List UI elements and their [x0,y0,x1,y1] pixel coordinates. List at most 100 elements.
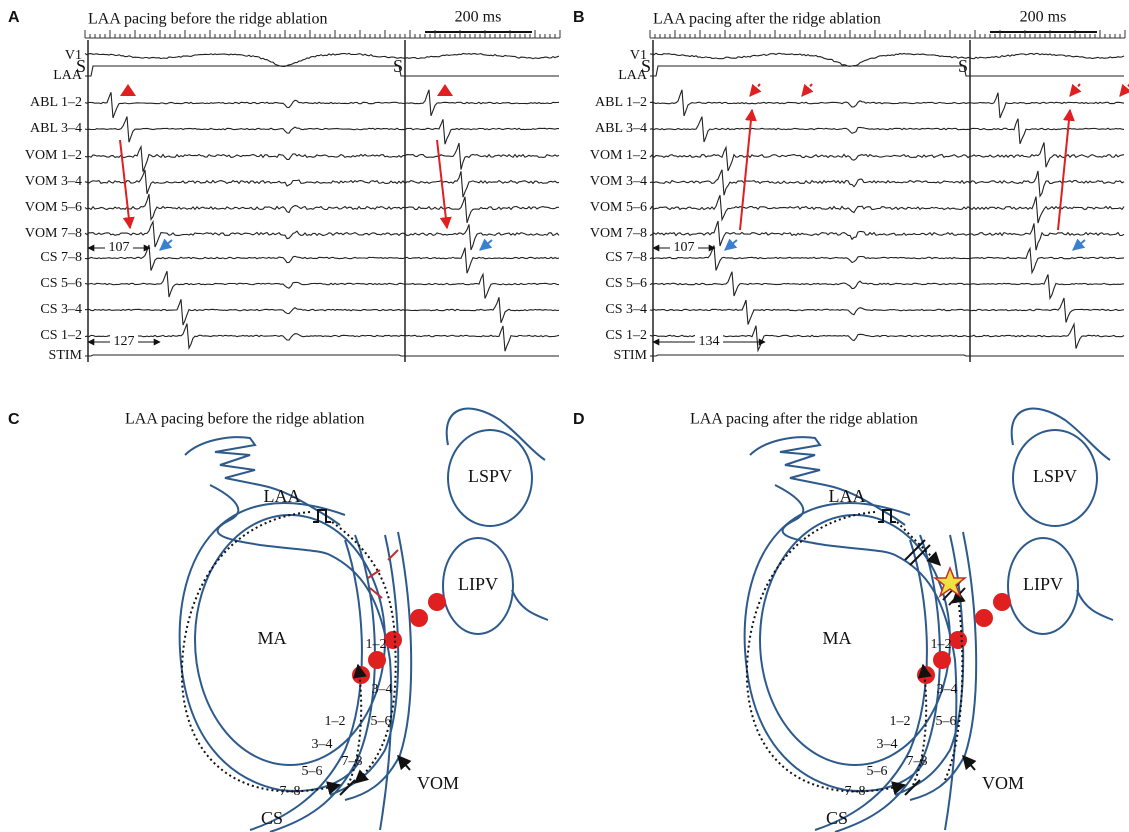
electrode [410,609,428,627]
egm-trace [649,220,1125,251]
vein-outline [1010,407,1114,621]
egm-trace [84,219,560,251]
electrode [975,609,993,627]
channel-label: STIM [614,348,648,363]
interval-bg [695,334,723,350]
activation-arrow [436,139,452,230]
egm-trace [649,116,1125,145]
egm-trace [84,270,560,299]
vom-pointer [397,754,412,771]
electrode [428,593,446,611]
vom-electrode-label: 5–6 [371,714,392,729]
lspv [1012,429,1098,527]
lspv-label: LSPV [1033,466,1077,486]
laa-outline [184,436,393,831]
pacing-symbol [313,509,331,523]
vom-electrode-label: 5–6 [936,714,957,729]
channel-label: CS 1–2 [605,328,647,343]
channel-label: VOM 7–8 [590,226,647,241]
egm-trace [85,65,559,77]
conduction-path [180,511,342,795]
channel-label: V1 [65,48,82,63]
cs-electrode-label: 7–8 [280,784,301,799]
panel-letter: C [8,411,20,428]
dashed-arrow [749,83,762,97]
egm-trace [84,297,560,326]
laa-label: LAA [264,486,301,506]
channel-label: VOM 3–4 [590,174,647,189]
interval-bg [110,334,138,350]
activation-triangle [437,84,453,96]
cs-block [904,779,921,796]
ma-label: MA [822,628,851,648]
lspv-label: LSPV [468,466,512,486]
panel-title: LAA pacing after the ridge ablation [690,411,918,428]
cs-block [339,779,356,796]
dashed-arrow [801,83,814,97]
channel-label: VOM 3–4 [25,174,82,189]
panel: D LAA pacing after the ridge ablation LSPV… [573,407,1114,832]
stim-marker: S [76,56,86,76]
panel: C LAA pacing before the ridge ablation LSP… [8,407,549,832]
electrode [949,631,967,649]
channel-label: ABL 1–2 [30,95,82,110]
vom-electrode-label: 1–2 [366,637,387,652]
egm-trace [85,354,559,357]
channel-label: ABL 3–4 [595,121,647,136]
conduction-path [912,663,932,786]
conduction-path [944,588,966,781]
ridge-marks [367,549,399,599]
egm-trace [84,52,560,68]
egm-trace [649,89,1125,119]
interval-label: 134 [699,334,720,349]
blue-arrow [159,238,173,251]
vein-outline [445,407,549,621]
egm-trace [84,323,560,352]
lipv [442,537,514,635]
channel-label: STIM [49,348,83,363]
channel-label: CS 7–8 [605,250,647,265]
lipv-label: LIPV [458,574,498,594]
electrode [993,593,1011,611]
panel-title: LAA pacing before the ridge ablation [88,11,327,28]
laa-outline [749,436,958,831]
egm-trace [650,354,1124,357]
egm-trace [84,169,560,198]
activation-arrow [739,108,757,231]
cs-electrode-label: 1–2 [325,714,346,729]
blue-arrow [479,238,493,251]
cs-electrode-label: 3–4 [877,737,898,752]
egm-trace [84,142,560,172]
interval-label: 107 [674,240,695,255]
channel-label: ABL 1–2 [595,95,647,110]
lipv [1007,537,1079,635]
egm-trace [84,89,560,119]
channel-label: VOM 7–8 [25,226,82,241]
interval-bg [670,240,698,256]
channel-label: VOM 5–6 [25,200,82,215]
cs-electrode-label: 1–2 [890,714,911,729]
ablation-star [932,565,968,598]
conduction-path [331,521,397,784]
panel-letter: A [8,9,20,26]
pacing-symbol [878,509,896,523]
interval-bg [105,240,133,256]
laa-label: LAA [829,486,866,506]
egm-trace [649,322,1125,353]
conduction-block [904,539,966,606]
channel-label: CS 3–4 [605,302,647,317]
blue-arrow [724,238,738,251]
dashed-arrow [1119,83,1129,97]
egm-trace [649,142,1125,172]
egm-trace [649,169,1125,198]
ma-outline [194,514,386,766]
panel-letter: D [573,411,585,428]
vom-outline [894,531,978,801]
channel-label: VOM 1–2 [25,148,82,163]
panel-title: LAA pacing before the ridge ablation [125,411,364,428]
scale-label: 200 ms [1020,9,1067,26]
channel-label: VOM 1–2 [590,148,647,163]
conduction-path [347,663,367,786]
conduction-path [745,511,907,795]
channel-label: V1 [630,48,647,63]
